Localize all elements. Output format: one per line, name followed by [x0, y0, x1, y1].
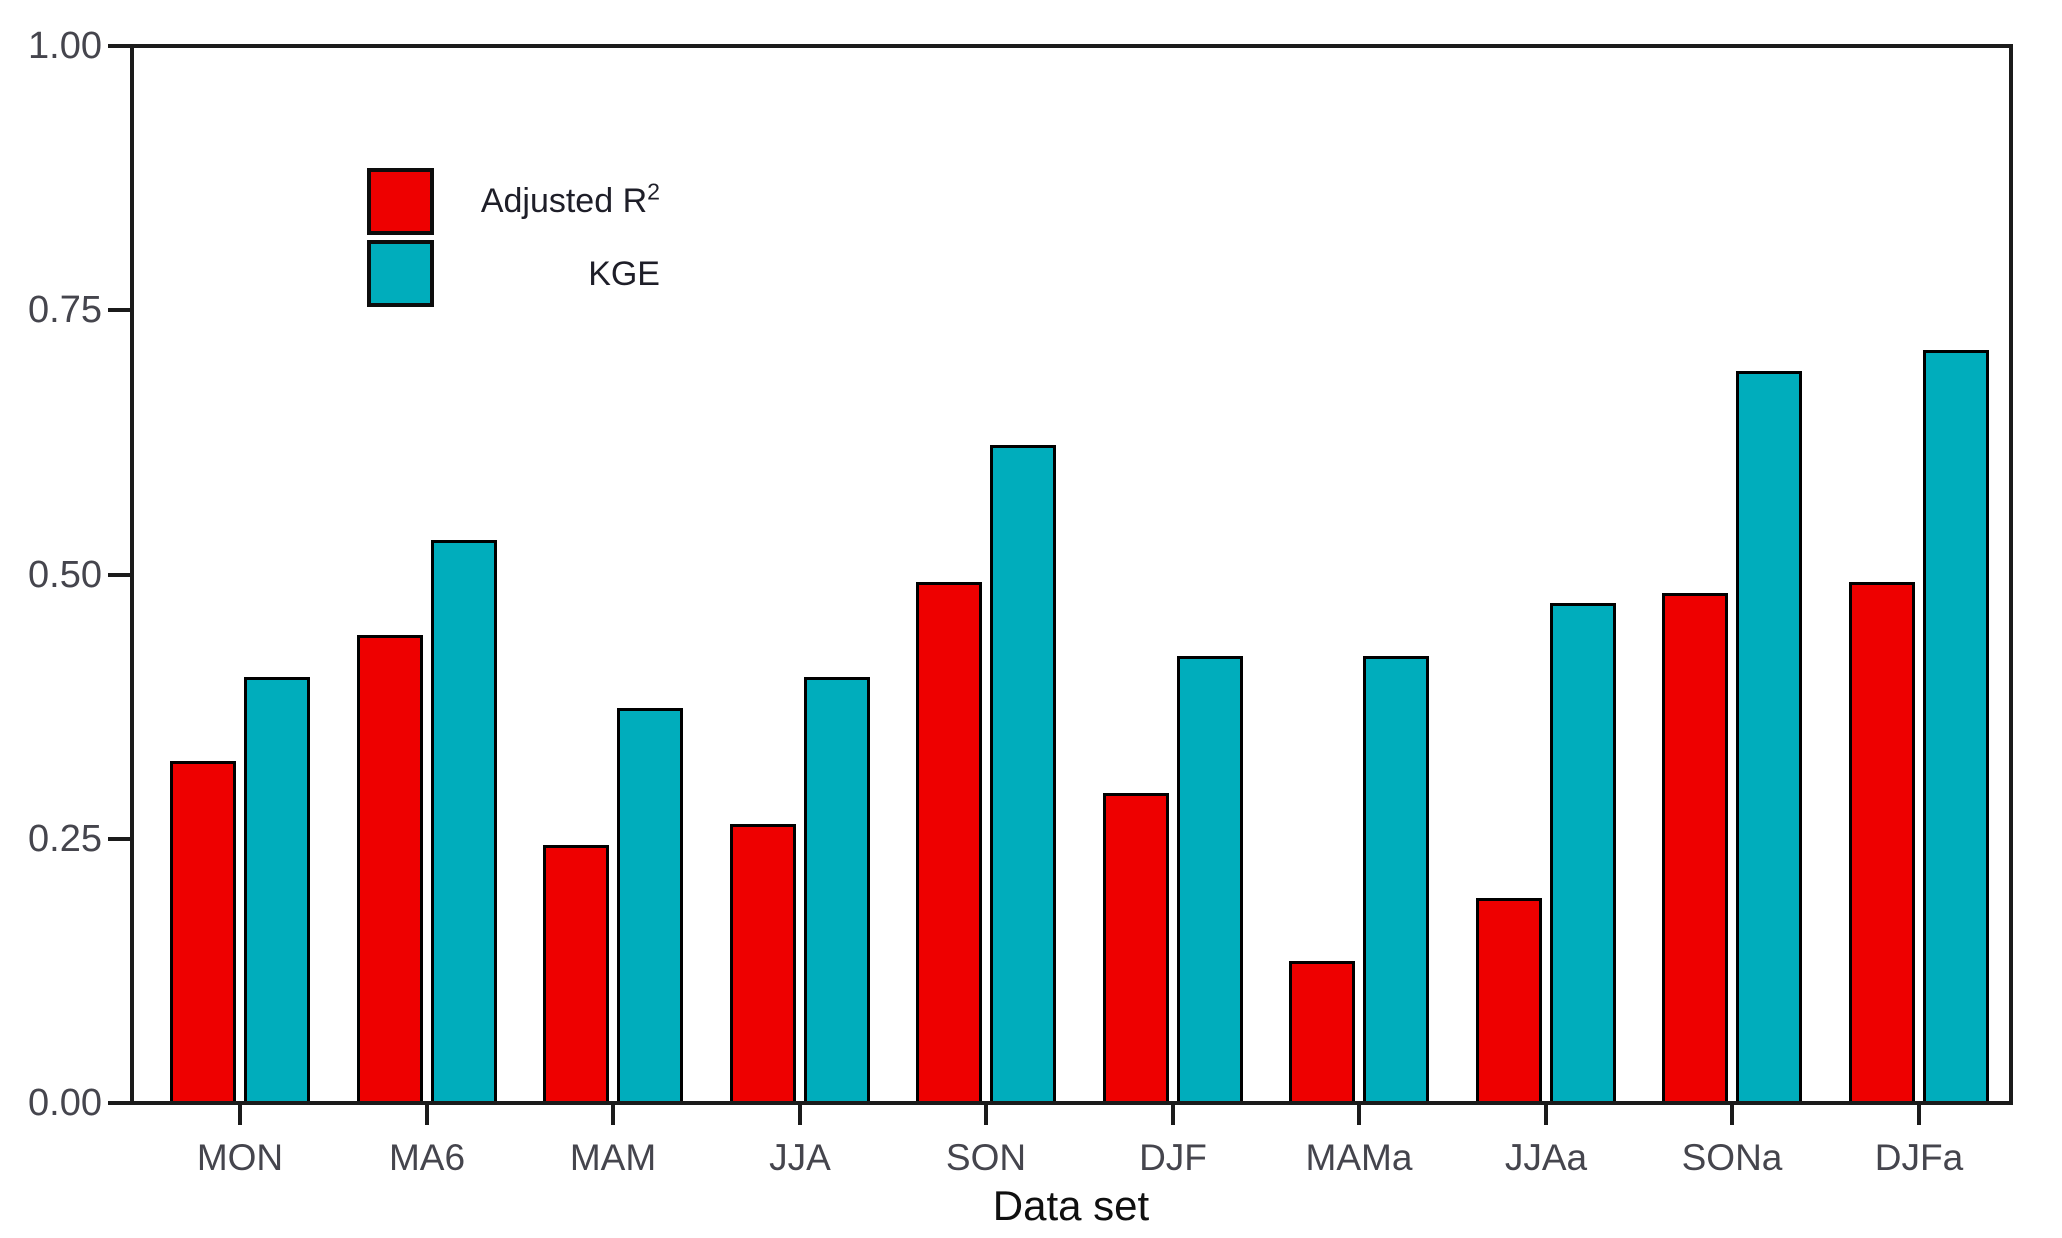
- bar-jjaa-adjusted-r2: [1476, 898, 1542, 1101]
- x-tick-sona: [1730, 1105, 1734, 1125]
- x-tick-label-djfa: DJFa: [1874, 1137, 1964, 1178]
- x-tick-label-jja: JJA: [769, 1137, 831, 1178]
- legend-label-kge-text: KGE: [588, 255, 660, 293]
- bar-djf-adjusted-r2: [1103, 793, 1169, 1101]
- x-tick-jjaa: [1544, 1105, 1548, 1125]
- x-tick-djfa: [1917, 1105, 1921, 1125]
- bar-mama-adjusted-r2: [1289, 961, 1355, 1101]
- y-tick-label-0.00: 0.00: [28, 1082, 102, 1124]
- bar-mon-adjusted-r2: [170, 761, 236, 1101]
- x-tick-label-mama: MAMa: [1305, 1137, 1413, 1178]
- bar-mon-kge: [244, 677, 310, 1101]
- y-tick-1.00: [108, 44, 130, 48]
- bar-ma6-kge: [431, 540, 497, 1101]
- y-tick-0.50: [108, 573, 130, 577]
- legend-label-kge: KGE: [434, 240, 660, 308]
- x-tick-label-ma6: MA6: [388, 1137, 466, 1178]
- legend-label-adjusted-r2: Adjusted R2: [434, 168, 660, 235]
- y-tick-0.25: [108, 837, 130, 841]
- bar-ma6-adjusted-r2: [357, 635, 423, 1101]
- bar-djfa-kge: [1923, 350, 1989, 1101]
- x-tick-mam: [611, 1105, 615, 1125]
- y-tick-0.75: [108, 308, 130, 312]
- bar-sona-adjusted-r2: [1662, 593, 1728, 1101]
- x-tick-label-mam: MAM: [569, 1137, 657, 1178]
- plot-panel: [130, 44, 2013, 1105]
- x-tick-label-sona: SONa: [1681, 1137, 1783, 1178]
- x-axis-title: Data set: [992, 1182, 1150, 1229]
- x-tick-label-djf: DJF: [1139, 1137, 1207, 1178]
- bar-mam-kge: [617, 708, 683, 1101]
- y-tick-label-0.25: 0.25: [28, 818, 102, 860]
- bar-sona-kge: [1736, 371, 1802, 1101]
- bar-jja-adjusted-r2: [730, 824, 796, 1101]
- x-tick-label-son: SON: [945, 1137, 1027, 1178]
- bar-djfa-adjusted-r2: [1849, 582, 1915, 1101]
- x-tick-ma6: [425, 1105, 429, 1125]
- bar-djf-kge: [1177, 656, 1243, 1101]
- x-tick-label-jjaa: JJAa: [1504, 1137, 1588, 1178]
- x-tick-mon: [238, 1105, 242, 1125]
- y-tick-label-1.00: 1.00: [28, 25, 102, 67]
- legend-label-adjusted-r2-sup: 2: [647, 178, 660, 205]
- y-tick-label-0.50: 0.50: [28, 554, 102, 596]
- legend-key-kge: [367, 240, 434, 307]
- bar-mam-adjusted-r2: [543, 845, 609, 1101]
- x-tick-djf: [1171, 1105, 1175, 1125]
- x-tick-mama: [1357, 1105, 1361, 1125]
- x-tick-jja: [798, 1105, 802, 1125]
- x-tick-son: [984, 1105, 988, 1125]
- y-tick-0.00: [108, 1101, 130, 1105]
- legend-label-adjusted-r2-text: Adjusted R: [480, 182, 648, 220]
- bar-jjaa-kge: [1550, 603, 1616, 1101]
- legend-key-adjusted-r2: [367, 168, 434, 235]
- y-tick-label-0.75: 0.75: [28, 289, 102, 331]
- bar-jja-kge: [804, 677, 870, 1101]
- bar-son-kge: [990, 445, 1056, 1101]
- x-tick-label-mon: MON: [196, 1137, 284, 1178]
- bar-mama-kge: [1363, 656, 1429, 1101]
- bar-son-adjusted-r2: [916, 582, 982, 1101]
